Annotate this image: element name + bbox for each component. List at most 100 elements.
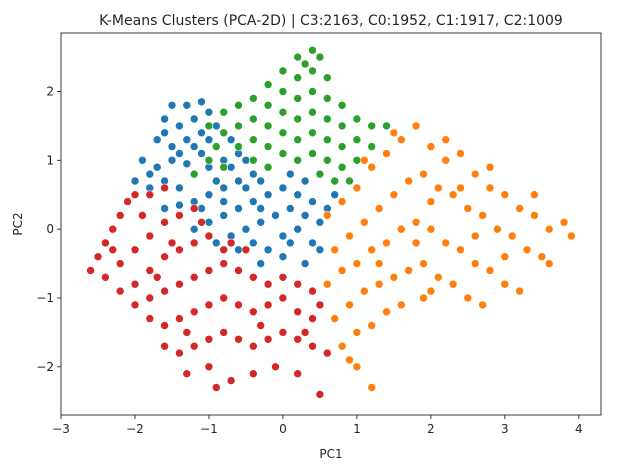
point-c0-60 xyxy=(256,259,266,268)
point-c0-37 xyxy=(219,211,228,220)
point-c0-74 xyxy=(241,156,251,165)
point-c3-56 xyxy=(249,341,258,351)
point-c1-9 xyxy=(456,149,465,158)
point-c2-51 xyxy=(219,162,228,172)
point-c0-71 xyxy=(300,176,310,186)
point-c1-63 xyxy=(419,293,428,303)
point-c0-22 xyxy=(175,183,184,193)
point-c0-77 xyxy=(145,169,155,179)
point-c2-25 xyxy=(263,121,273,131)
point-c0-63 xyxy=(315,245,325,255)
point-c2-50 xyxy=(204,156,214,165)
point-c3-19 xyxy=(160,252,169,262)
point-c2-27 xyxy=(293,135,303,144)
point-c0-66 xyxy=(226,162,236,172)
point-c2-31 xyxy=(352,135,362,144)
point-c2-46 xyxy=(249,156,258,165)
point-c1-75 xyxy=(470,231,480,241)
points-layer xyxy=(86,45,576,399)
point-c3-21 xyxy=(189,238,199,248)
point-c0-49 xyxy=(285,204,295,213)
point-c1-33 xyxy=(322,279,332,289)
point-c3-45 xyxy=(263,300,273,310)
point-c2-22 xyxy=(382,121,391,131)
point-c3-20 xyxy=(175,245,184,255)
point-c1-36 xyxy=(367,245,377,255)
point-c1-52 xyxy=(404,266,414,275)
point-c1-43 xyxy=(470,259,480,268)
point-c1-32 xyxy=(537,252,547,262)
point-c3-1 xyxy=(93,252,103,262)
point-c3-57 xyxy=(263,334,273,344)
point-c1-7 xyxy=(426,142,436,151)
point-c0-38 xyxy=(234,204,243,213)
point-c1-71 xyxy=(441,135,451,144)
point-c0-68 xyxy=(197,204,206,213)
point-c1-70 xyxy=(530,190,539,199)
point-c0-32 xyxy=(234,176,243,186)
point-c0-28 xyxy=(175,200,184,210)
point-c1-41 xyxy=(441,238,451,248)
point-c1-68 xyxy=(456,183,465,193)
point-c1-44 xyxy=(485,266,495,275)
point-c0-46 xyxy=(241,224,251,234)
point-c3-0 xyxy=(86,266,95,275)
point-c1-77 xyxy=(544,259,554,268)
point-c0-47 xyxy=(256,218,266,227)
point-c2-43 xyxy=(204,121,214,131)
point-c1-3 xyxy=(367,162,377,172)
point-c1-30 xyxy=(507,231,517,241)
point-c3-62 xyxy=(204,362,214,372)
point-c1-11 xyxy=(485,183,495,193)
point-c3-22 xyxy=(204,231,214,241)
point-c3-66 xyxy=(293,369,303,379)
point-c0-36 xyxy=(204,218,214,227)
point-c2-26 xyxy=(278,128,288,138)
x-axis-label: PC1 xyxy=(319,447,342,461)
point-c3-48 xyxy=(308,314,317,323)
point-c1-13 xyxy=(515,204,524,213)
point-c0-15 xyxy=(182,159,192,169)
point-c0-72 xyxy=(175,149,184,158)
point-c1-23 xyxy=(404,176,414,186)
point-c3-7 xyxy=(145,190,155,199)
y-axis-label: PC2 xyxy=(11,212,25,235)
point-c0-62 xyxy=(300,259,310,268)
point-c0-70 xyxy=(285,169,295,179)
point-c2-15 xyxy=(278,107,288,117)
point-c1-6 xyxy=(411,121,421,131)
point-c3-42 xyxy=(219,293,228,303)
point-c0-9 xyxy=(182,135,192,144)
point-c3-33 xyxy=(263,279,273,289)
point-c2-14 xyxy=(263,101,273,110)
point-c1-1 xyxy=(337,197,347,206)
point-c3-78 xyxy=(138,211,147,220)
point-c0-43 xyxy=(308,197,317,206)
point-c0-5 xyxy=(189,114,199,124)
point-c1-48 xyxy=(345,300,354,310)
point-c0-18 xyxy=(226,135,236,144)
point-c3-63 xyxy=(226,376,236,385)
point-c2-32 xyxy=(367,142,377,151)
point-c3-34 xyxy=(278,272,288,282)
point-c1-16 xyxy=(559,218,569,227)
point-c3-46 xyxy=(278,293,288,303)
x-axis: −3 −2 −1 0 1 2 3 4 xyxy=(52,415,583,436)
x-tick-label: −1 xyxy=(200,422,218,436)
point-c3-65 xyxy=(271,362,280,372)
point-c3-32 xyxy=(249,272,258,282)
point-c1-27 xyxy=(463,204,473,213)
point-c3-3 xyxy=(108,224,118,234)
point-c3-71 xyxy=(226,238,236,248)
point-c0-6 xyxy=(204,107,214,117)
series-c2 xyxy=(189,45,391,186)
point-c0-33 xyxy=(249,169,258,179)
point-c0-35 xyxy=(189,224,199,234)
point-c0-73 xyxy=(189,142,199,151)
point-c2-34 xyxy=(234,121,243,131)
point-c3-11 xyxy=(130,245,140,255)
point-c1-15 xyxy=(544,224,554,234)
point-c0-4 xyxy=(175,121,184,131)
point-c3-39 xyxy=(175,314,184,323)
point-c2-5 xyxy=(308,66,317,76)
